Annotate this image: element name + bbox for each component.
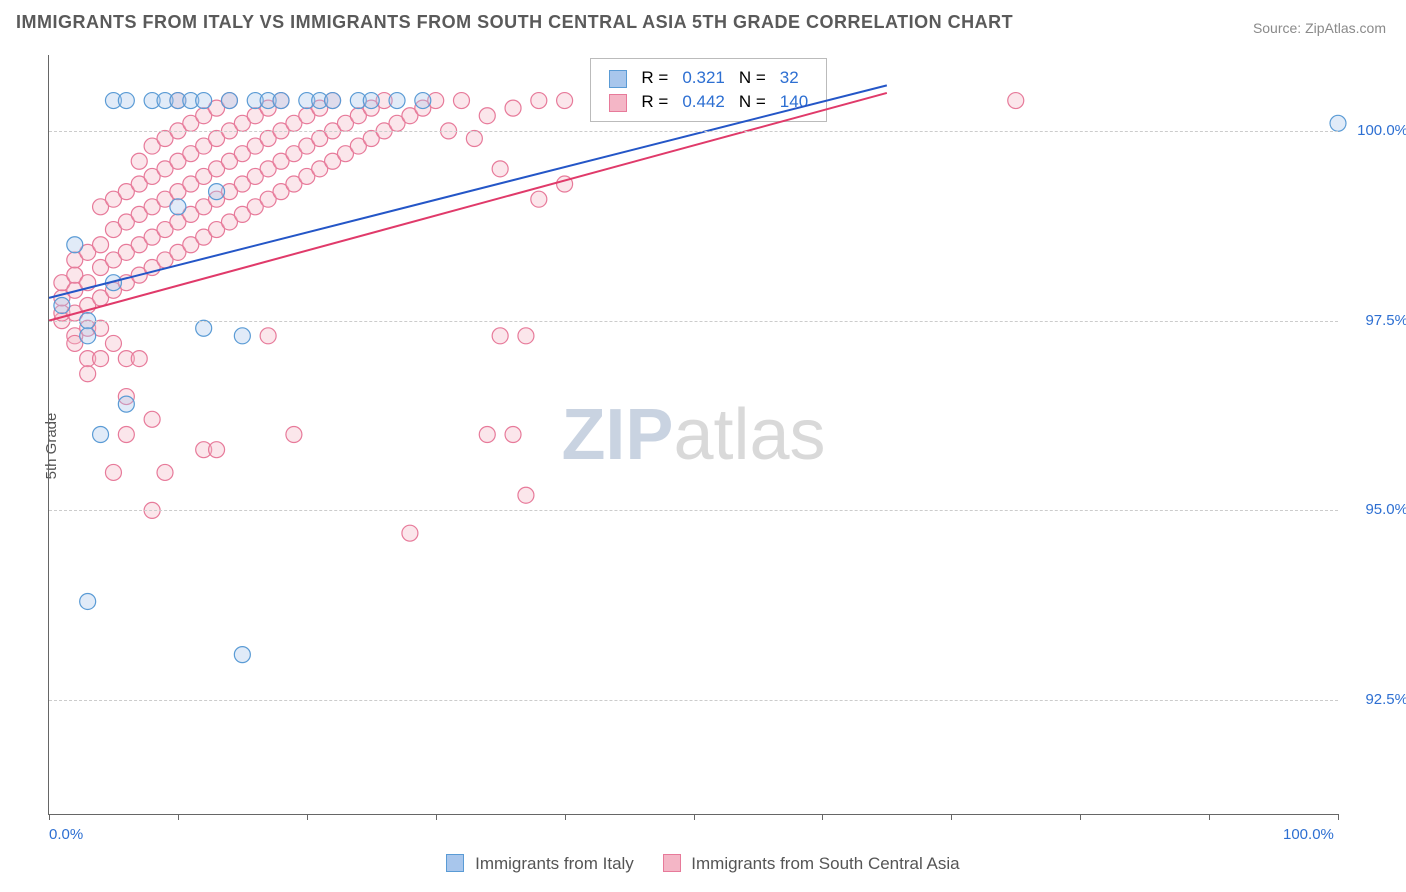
x-tick bbox=[565, 814, 566, 820]
x-tick bbox=[178, 814, 179, 820]
data-point-sca bbox=[479, 108, 495, 124]
y-tick-label: 95.0% bbox=[1365, 501, 1406, 518]
chart-container: IMMIGRANTS FROM ITALY VS IMMIGRANTS FROM… bbox=[0, 0, 1406, 892]
data-point-sca bbox=[157, 464, 173, 480]
data-point-italy bbox=[118, 93, 134, 109]
data-point-sca bbox=[1008, 93, 1024, 109]
data-point-italy bbox=[196, 93, 212, 109]
data-point-sca bbox=[286, 427, 302, 443]
legend-item-italy: Immigrants from Italy bbox=[446, 854, 633, 874]
data-point-italy bbox=[80, 593, 96, 609]
data-point-italy bbox=[234, 328, 250, 344]
x-tick bbox=[1338, 814, 1339, 820]
y-tick-label: 92.5% bbox=[1365, 691, 1406, 708]
data-point-sca bbox=[505, 100, 521, 116]
source-label: Source: ZipAtlas.com bbox=[1253, 20, 1386, 36]
data-point-italy bbox=[325, 93, 341, 109]
data-point-sca bbox=[518, 487, 534, 503]
plot-area: ZIPatlas R = 0.321 N = 32 R = 0.442 N = … bbox=[48, 55, 1338, 815]
data-point-sca bbox=[105, 464, 121, 480]
data-point-sca bbox=[531, 191, 547, 207]
data-point-italy bbox=[170, 199, 186, 215]
x-tick bbox=[694, 814, 695, 820]
swatch-italy-icon bbox=[446, 854, 464, 872]
gridline bbox=[49, 510, 1338, 511]
data-point-sca bbox=[492, 328, 508, 344]
gridline bbox=[49, 700, 1338, 701]
y-tick-label: 97.5% bbox=[1365, 312, 1406, 329]
x-tick bbox=[822, 814, 823, 820]
data-point-sca bbox=[557, 93, 573, 109]
data-point-sca bbox=[402, 525, 418, 541]
y-tick-label: 100.0% bbox=[1357, 122, 1406, 139]
data-point-sca bbox=[80, 366, 96, 382]
data-point-italy bbox=[221, 93, 237, 109]
data-point-italy bbox=[196, 320, 212, 336]
data-point-italy bbox=[118, 396, 134, 412]
gridline bbox=[49, 321, 1338, 322]
data-point-italy bbox=[93, 427, 109, 443]
x-tick bbox=[1209, 814, 1210, 820]
x-tick bbox=[307, 814, 308, 820]
gridline bbox=[49, 131, 1338, 132]
x-tick-label: 0.0% bbox=[49, 826, 83, 843]
x-tick-label: 100.0% bbox=[1283, 826, 1334, 843]
chart-title: IMMIGRANTS FROM ITALY VS IMMIGRANTS FROM… bbox=[16, 12, 1013, 33]
legend-label-sca: Immigrants from South Central Asia bbox=[691, 854, 959, 873]
x-tick bbox=[436, 814, 437, 820]
data-point-italy bbox=[273, 93, 289, 109]
data-point-sca bbox=[93, 351, 109, 367]
data-point-italy bbox=[80, 328, 96, 344]
data-point-italy bbox=[363, 93, 379, 109]
data-point-sca bbox=[260, 328, 276, 344]
data-point-sca bbox=[479, 427, 495, 443]
data-point-italy bbox=[415, 93, 431, 109]
data-point-sca bbox=[93, 237, 109, 253]
data-point-italy bbox=[234, 647, 250, 663]
data-point-sca bbox=[518, 328, 534, 344]
x-tick bbox=[951, 814, 952, 820]
legend-item-sca: Immigrants from South Central Asia bbox=[663, 854, 960, 874]
data-point-sca bbox=[492, 161, 508, 177]
x-tick bbox=[49, 814, 50, 820]
data-point-italy bbox=[1330, 115, 1346, 131]
data-point-sca bbox=[531, 93, 547, 109]
swatch-sca-icon bbox=[663, 854, 681, 872]
data-point-italy bbox=[209, 184, 225, 200]
x-tick bbox=[1080, 814, 1081, 820]
data-point-sca bbox=[118, 427, 134, 443]
data-point-sca bbox=[209, 442, 225, 458]
data-point-italy bbox=[54, 297, 70, 313]
data-point-sca bbox=[505, 427, 521, 443]
data-point-sca bbox=[453, 93, 469, 109]
data-point-italy bbox=[389, 93, 405, 109]
data-point-sca bbox=[131, 153, 147, 169]
legend-label-italy: Immigrants from Italy bbox=[475, 854, 634, 873]
data-point-sca bbox=[131, 351, 147, 367]
data-point-sca bbox=[466, 130, 482, 146]
data-point-sca bbox=[105, 335, 121, 351]
data-point-sca bbox=[144, 411, 160, 427]
data-point-italy bbox=[67, 237, 83, 253]
bottom-legend: Immigrants from Italy Immigrants from So… bbox=[0, 854, 1406, 874]
